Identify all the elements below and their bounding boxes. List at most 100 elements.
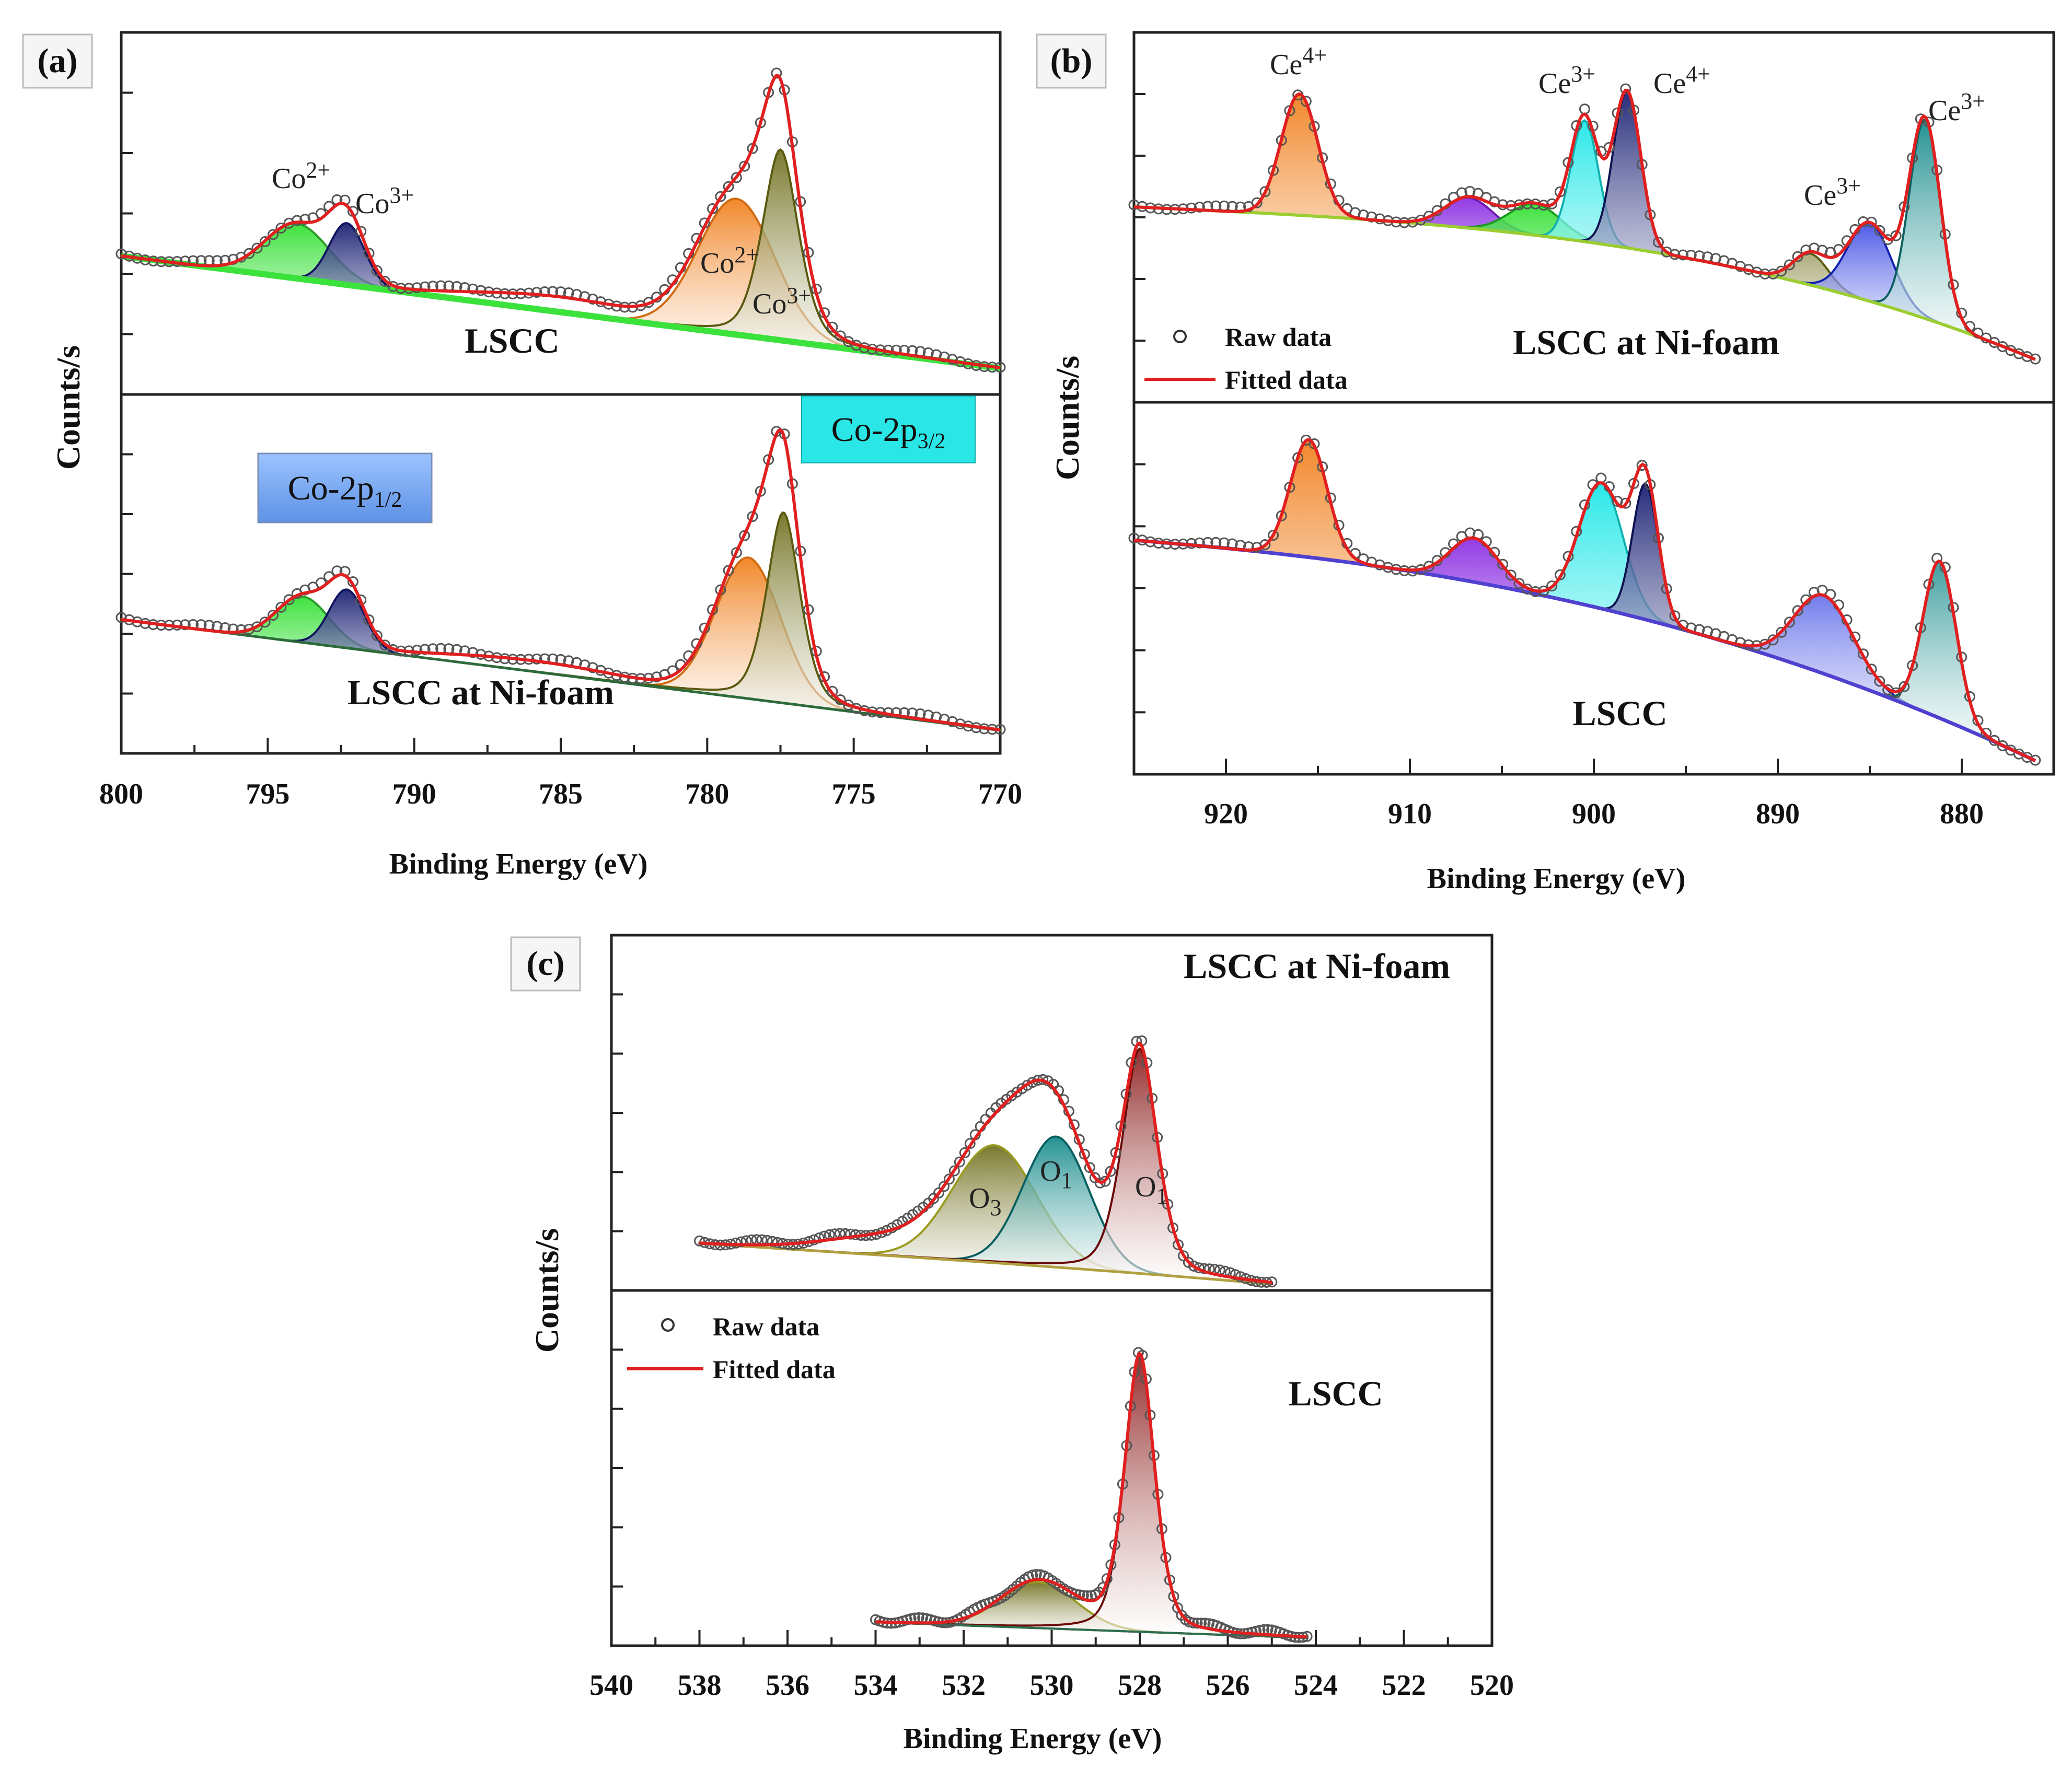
raw-data-point bbox=[268, 229, 279, 240]
legend-raw-label: Raw data bbox=[1225, 322, 1332, 352]
raw-data-point bbox=[723, 181, 734, 192]
panel-b-sample-bottom: LSCC bbox=[1572, 693, 1667, 733]
panel-b-ylabel: Counts/s bbox=[1049, 356, 1086, 480]
raw-data-point bbox=[371, 265, 383, 276]
panel-a: 800 795 790 785 780 775 770 (a) LSCC LSCC at N… bbox=[22, 31, 1022, 880]
raw-data-point bbox=[943, 1173, 955, 1185]
raw-data-point bbox=[371, 630, 383, 642]
legend-fitted-label: Fitted data bbox=[713, 1355, 836, 1384]
co-2p32-label: Co-2p3/2 bbox=[831, 411, 946, 453]
x-tick-label: 522 bbox=[1382, 1669, 1426, 1702]
legend-raw-marker bbox=[661, 1318, 675, 1332]
raw-data-point bbox=[531, 287, 542, 298]
raw-data-point bbox=[251, 242, 263, 254]
raw-data-point bbox=[259, 236, 271, 247]
fitted-envelope bbox=[121, 428, 1001, 731]
fitted-envelope bbox=[1133, 438, 2036, 762]
x-tick-label: 540 bbox=[589, 1669, 633, 1702]
x-tick-label: 534 bbox=[854, 1669, 898, 1702]
panel-b-label-box bbox=[1036, 33, 1107, 89]
raw-data-point bbox=[1094, 1177, 1106, 1189]
raw-data-point bbox=[715, 191, 726, 202]
x-tick-label: 532 bbox=[942, 1669, 986, 1702]
raw-data-point bbox=[411, 645, 423, 656]
x-tick-label: 880 bbox=[1940, 798, 1984, 830]
raw-data-point bbox=[827, 685, 838, 697]
panel-c-label-box bbox=[510, 936, 581, 992]
raw-data-point bbox=[379, 639, 391, 651]
co-2p32-label-box bbox=[801, 395, 976, 463]
raw-data-point bbox=[379, 276, 391, 287]
raw-data-point bbox=[1546, 198, 1558, 210]
panel-a-xlabel: Binding Energy (eV) bbox=[389, 848, 648, 880]
raw-data-point bbox=[467, 647, 479, 658]
raw-data-point bbox=[411, 282, 423, 294]
panel-c-legend: Raw data Fitted data bbox=[627, 1312, 836, 1384]
raw-data-point bbox=[1268, 530, 1279, 541]
raw-data-point bbox=[1070, 1588, 1081, 1600]
raw-data-point bbox=[244, 248, 255, 259]
raw-data-point bbox=[835, 694, 846, 705]
raw-data-point bbox=[1784, 259, 1795, 271]
raw-data-point bbox=[844, 1228, 856, 1240]
raw-data-point bbox=[954, 1156, 965, 1168]
raw-data-point bbox=[933, 1187, 944, 1198]
raw-data-point bbox=[251, 621, 263, 633]
raw-data-point bbox=[772, 1237, 783, 1248]
x-tick-label: 790 bbox=[392, 778, 436, 810]
panel-c-ticks: 540 538 536 534 532 530 528 526 524 522 520 bbox=[589, 993, 1514, 1702]
raw-data-point bbox=[835, 330, 846, 342]
raw-data-point bbox=[275, 223, 287, 234]
raw-data-point bbox=[1620, 83, 1631, 95]
panel-a-curves bbox=[115, 67, 1006, 735]
panel-b-legend: Raw data Fitted data bbox=[1144, 322, 1348, 394]
panel-a-peak-label: Co3+ bbox=[355, 182, 414, 220]
panel-a-label-box bbox=[22, 33, 93, 89]
raw-data-point bbox=[731, 172, 742, 183]
panel-b-label: (b) bbox=[1050, 42, 1093, 80]
panel-a-peak-label: Co3+ bbox=[753, 283, 811, 320]
raw-data-point bbox=[1997, 740, 2008, 751]
raw-data-point bbox=[1128, 199, 1140, 211]
raw-data-point bbox=[1194, 537, 1205, 549]
raw-data-point bbox=[723, 565, 734, 576]
x-tick-label: 795 bbox=[246, 778, 290, 810]
panel-b-sample-top: LSCC at Ni-foam bbox=[1513, 322, 1779, 362]
raw-data-point bbox=[283, 594, 295, 606]
panel-c-sample-bottom: LSCC bbox=[1288, 1374, 1383, 1413]
panel-b-peak-label: Ce3+ bbox=[1928, 88, 1985, 127]
raw-data-point bbox=[1188, 1260, 1199, 1272]
panel-c-ylabel: Counts/s bbox=[528, 1228, 565, 1353]
panel-c-label: (c) bbox=[526, 945, 564, 983]
raw-data-point bbox=[1890, 687, 1902, 699]
panel-b-peak-label: Ce3+ bbox=[1538, 61, 1595, 100]
raw-data-point bbox=[1776, 626, 1787, 638]
panel-b-ticks: 920 910 900 890 880 bbox=[1133, 93, 2055, 830]
raw-data-point bbox=[1784, 616, 1795, 628]
panel-c-peak-label: O1 bbox=[1040, 1155, 1072, 1193]
raw-data-point bbox=[1259, 539, 1271, 550]
raw-data-point bbox=[1620, 497, 1631, 509]
raw-data-point bbox=[1251, 197, 1263, 208]
panel-b-peak-label: Ce4+ bbox=[1653, 61, 1710, 100]
panel-a-label: (a) bbox=[38, 42, 78, 80]
x-tick-label: 800 bbox=[99, 778, 143, 810]
raw-data-point bbox=[890, 344, 902, 356]
raw-data-point bbox=[1767, 634, 1779, 646]
panel-c: 540 538 536 534 532 530 528 526 524 522 520 (c) LS… bbox=[510, 934, 1514, 1755]
raw-data-point bbox=[275, 601, 287, 613]
panel-a-peak-label: Co2+ bbox=[272, 157, 330, 195]
panel-a-sample-bottom: LSCC at Ni-foam bbox=[348, 672, 614, 712]
raw-data-point bbox=[1981, 727, 1992, 739]
raw-data-point bbox=[1636, 460, 1648, 471]
raw-data-point bbox=[1866, 664, 1877, 675]
x-tick-label: 920 bbox=[1204, 798, 1248, 830]
x-tick-label: 536 bbox=[766, 1669, 809, 1702]
co-2p12-label-box bbox=[257, 452, 433, 523]
panel-a-frame bbox=[120, 31, 1002, 755]
raw-data-point bbox=[1546, 580, 1558, 592]
panel-c-peak-label: O1 bbox=[1135, 1171, 1167, 1209]
fitted-envelope bbox=[875, 1352, 1307, 1639]
raw-data-point bbox=[1874, 225, 1885, 236]
legend-raw-label: Raw data bbox=[713, 1312, 819, 1341]
